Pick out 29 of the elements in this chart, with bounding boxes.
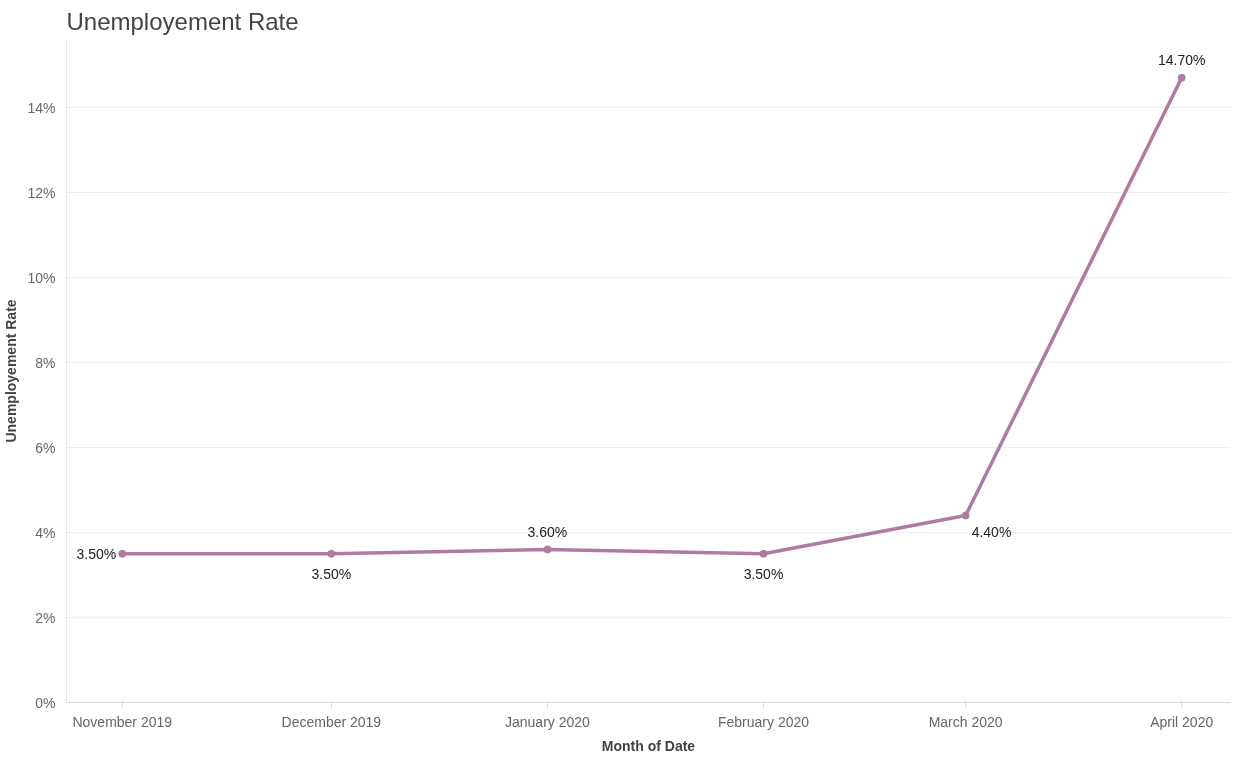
y-tick-label: 0% (35, 694, 56, 711)
x-axis-title: Month of Date (601, 737, 696, 754)
y-tick-label: 6% (35, 439, 56, 456)
point (543, 545, 552, 554)
data-label: 3.50% (311, 565, 352, 582)
data-label: 3.50% (743, 565, 784, 582)
y-tick-label: 8% (35, 354, 56, 371)
y-tick-label: 4% (35, 524, 56, 541)
x-tick-label: April 2020 (1150, 713, 1214, 730)
data-label: 3.50% (76, 545, 117, 562)
data-label: 3.60% (527, 523, 568, 540)
data-label: 4.40% (971, 523, 1012, 540)
x-tick-label: February 2020 (717, 713, 810, 730)
x-tick-label: December 2019 (281, 713, 382, 730)
x-tick-label: January 2020 (505, 713, 591, 730)
y-axis-title: Unemployement Rate (3, 299, 20, 443)
x-tick-label: November 2019 (72, 713, 173, 730)
y-tick-label: 10% (27, 269, 56, 286)
y-tick-label: 2% (35, 609, 56, 626)
point (961, 511, 970, 520)
y-tick-label: 12% (27, 184, 56, 201)
data-label: 14.70% (1157, 51, 1206, 68)
point (118, 549, 127, 558)
y-tick-label: 14% (27, 99, 56, 116)
point (1177, 73, 1186, 82)
x-tick-label: March 2020 (928, 713, 1003, 730)
point (327, 549, 336, 558)
chart-title: Unemployement Rate (66, 7, 299, 35)
point (759, 549, 768, 558)
